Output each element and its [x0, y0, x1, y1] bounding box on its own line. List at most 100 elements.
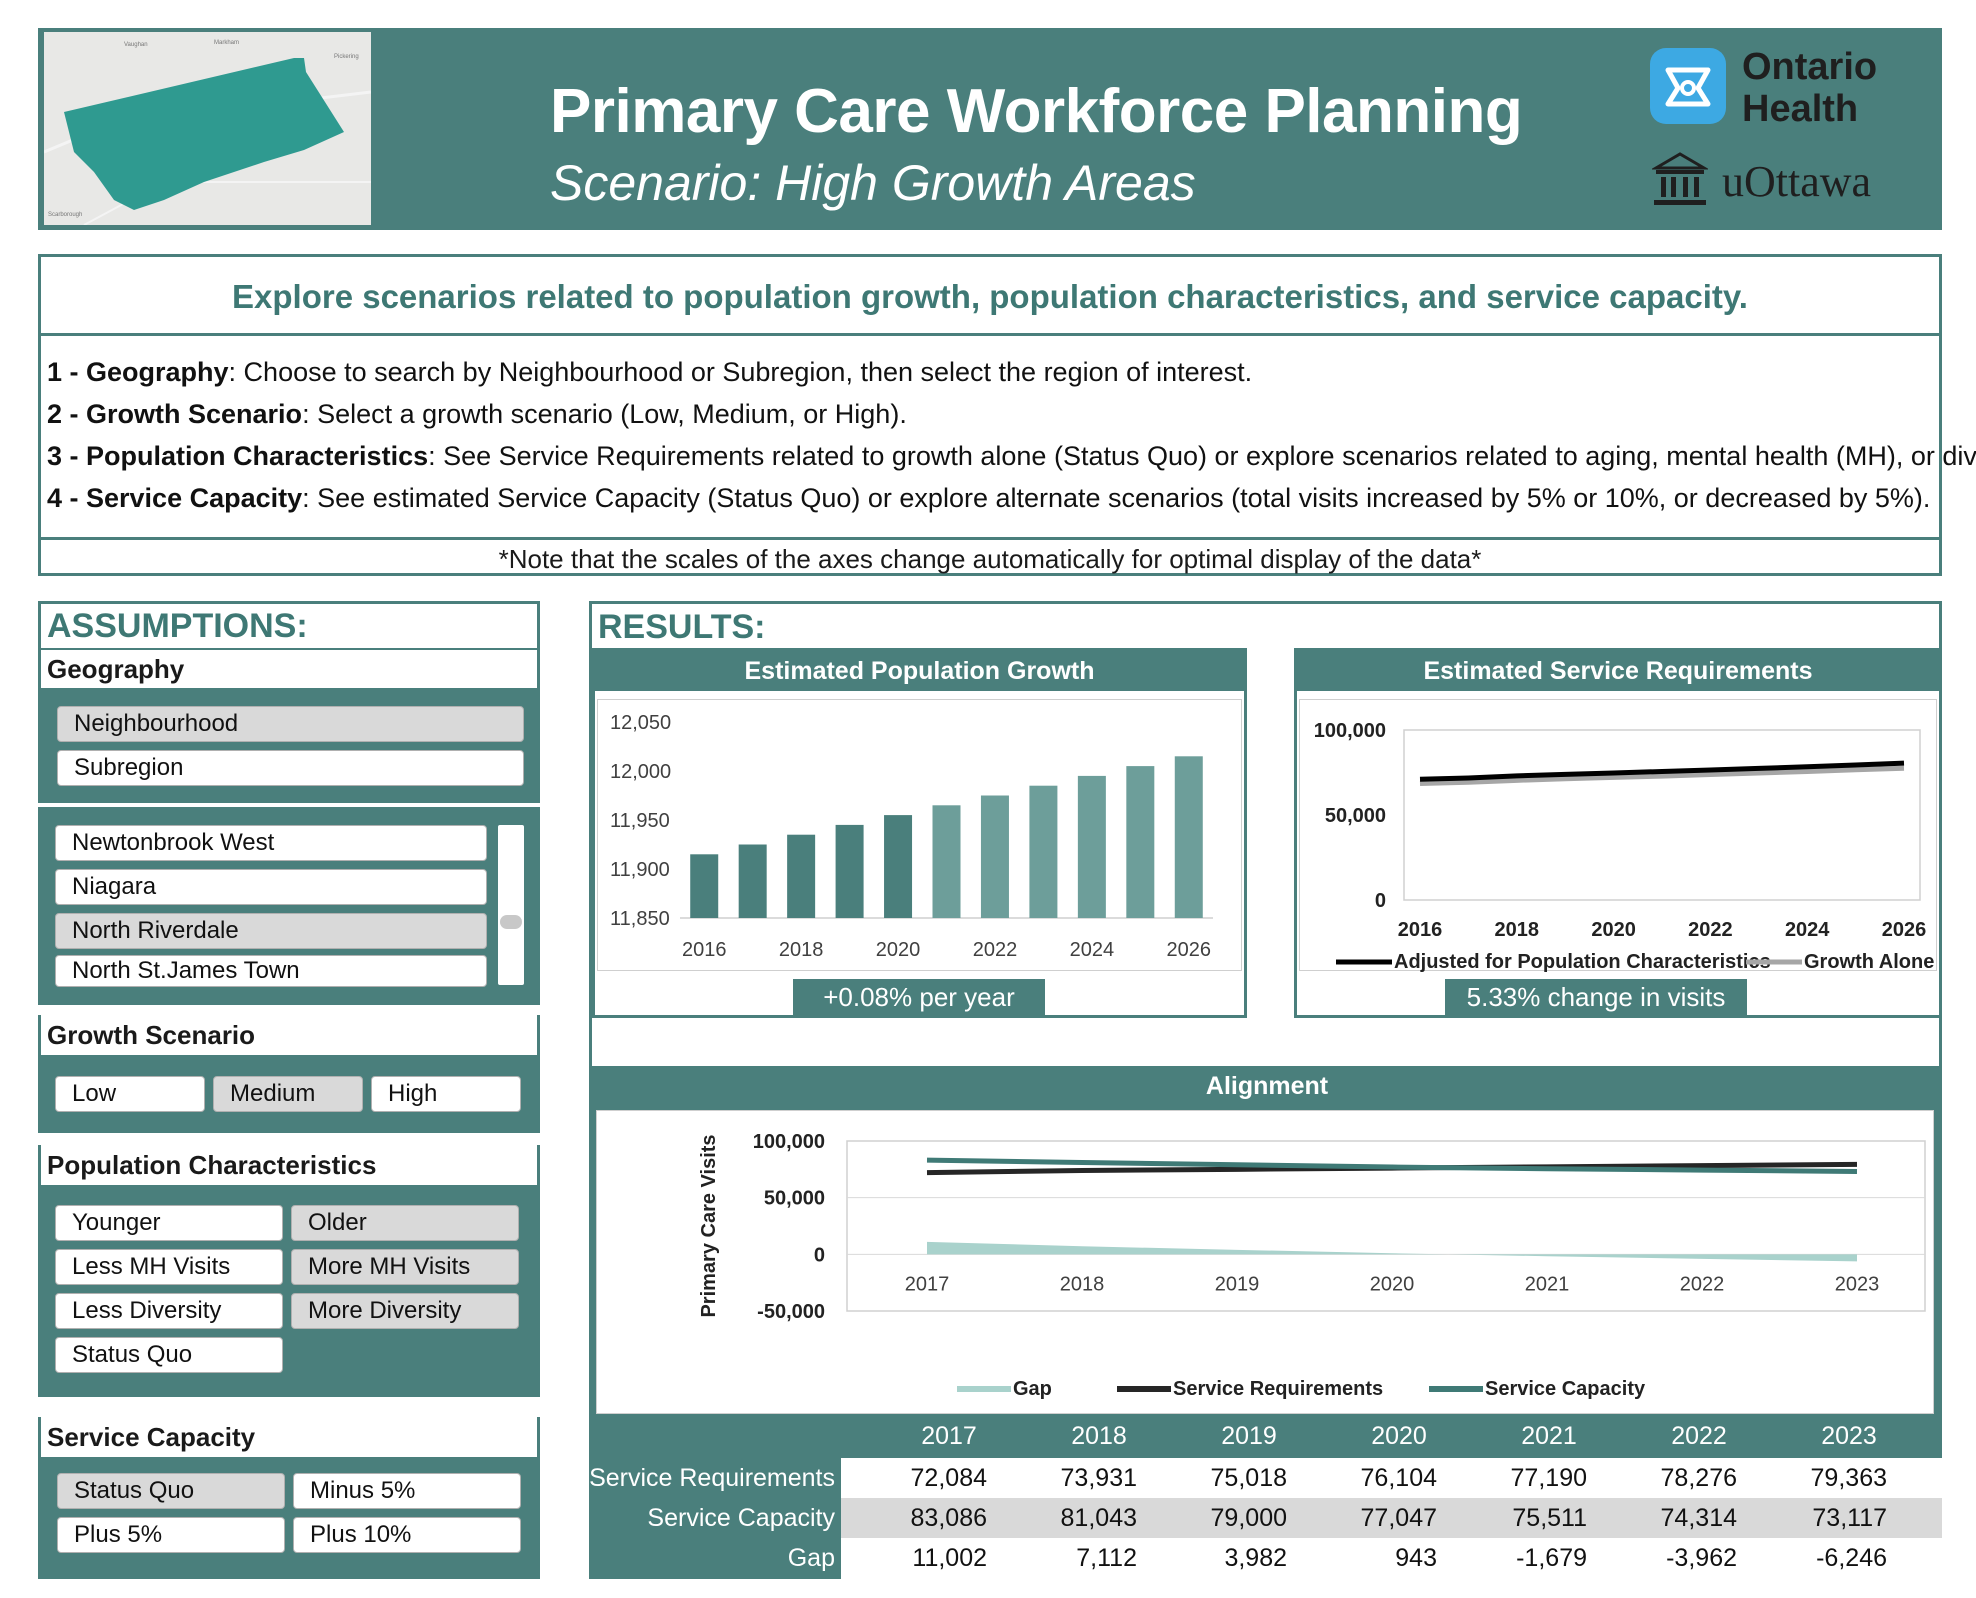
uottawa-logo-text: uOttawa [1722, 157, 1872, 206]
alignment-chart-area: 100,000 50,000 0 -50,000 Primary Care Visits… [596, 1110, 1934, 1414]
table-cell: 75,511 [1512, 1504, 1587, 1532]
series-line [1419, 760, 1905, 782]
alignment-chart-frame: 100,000 50,000 0 -50,000 Primary Care Visits… [592, 1106, 1942, 1418]
table-cell: 77,190 [1510, 1464, 1587, 1492]
map-label-scarborough: Scarborough [48, 212, 82, 218]
population-chart-title: Estimated Population Growth [595, 651, 1244, 691]
population-older-button[interactable]: Older [291, 1205, 519, 1241]
capacity-plus-5-button[interactable]: Plus 5% [57, 1517, 285, 1553]
divider [38, 803, 540, 807]
legend-label: Service Capacity [1485, 1378, 1646, 1400]
growth-medium-button[interactable]: Medium [213, 1076, 363, 1112]
population-younger-button[interactable]: Younger [55, 1205, 283, 1241]
population-bar [738, 844, 767, 918]
x-tick-label: 2020 [1370, 1273, 1415, 1295]
region-item-newtonbrook-west[interactable]: Newtonbrook West [55, 825, 487, 861]
y-tick-label: 11,850 [610, 908, 670, 930]
table-cell: 81,043 [1060, 1504, 1137, 1532]
population-bar [1126, 766, 1155, 918]
x-tick-label: 2023 [1835, 1273, 1880, 1295]
x-tick-label: 2022 [1680, 1273, 1725, 1295]
ontario-trillium-icon [1650, 48, 1726, 124]
assumptions-title: ASSUMPTIONS: [41, 604, 537, 648]
uottawa-building-icon [1650, 150, 1710, 208]
x-tick-label: 2026 [1167, 939, 1212, 961]
growth-low-button[interactable]: Low [55, 1076, 205, 1112]
y-tick-label: -50,000 [757, 1301, 825, 1323]
table-year-header: 2023 [1821, 1422, 1877, 1450]
growth-high-button[interactable]: High [371, 1076, 521, 1112]
table-cell: 72,084 [910, 1464, 987, 1492]
x-tick-label: 2019 [1215, 1273, 1260, 1295]
population-more-mh-button[interactable]: More MH Visits [291, 1249, 519, 1285]
table-row [841, 1458, 1942, 1498]
service-capacity-heading: Service Capacity [41, 1417, 537, 1457]
y-tick-label: 11,900 [610, 859, 670, 881]
region-list-scrollbar[interactable] [498, 825, 524, 985]
table-cell: 76,104 [1360, 1464, 1437, 1492]
population-bar [884, 815, 913, 918]
legend-label: Service Requirements [1173, 1378, 1383, 1400]
logo-line-1: Ontario [1742, 46, 1878, 88]
x-tick-label: 2018 [779, 939, 824, 961]
x-tick-label: 2018 [1495, 919, 1540, 941]
y-tick-label: 50,000 [764, 1188, 825, 1210]
table-year-header: 2019 [1221, 1422, 1277, 1450]
x-tick-label: 2020 [876, 939, 921, 961]
population-status-quo-button[interactable]: Status Quo [55, 1337, 283, 1373]
region-item-north-st-james-town[interactable]: North St.James Town [55, 955, 487, 987]
x-tick-label: 2021 [1525, 1273, 1570, 1295]
gap-area [927, 1241, 1857, 1262]
x-tick-label: 2026 [1882, 919, 1927, 941]
table-year-header: 2020 [1371, 1422, 1427, 1450]
plot-area-border [1403, 729, 1921, 901]
y-tick-label: 100,000 [753, 1131, 825, 1153]
legend-label: Adjusted for Population Characteristics [1394, 951, 1771, 972]
capacity-status-quo-button[interactable]: Status Quo [57, 1473, 285, 1509]
table-cell: 7,112 [1076, 1544, 1137, 1572]
table-row-label: Gap [589, 1538, 841, 1579]
population-more-diversity-button[interactable]: More Diversity [291, 1293, 519, 1329]
table-cell: 943 [1395, 1544, 1437, 1572]
population-characteristics-heading: Population Characteristics [41, 1145, 537, 1185]
table-year-header: 2022 [1671, 1422, 1727, 1450]
geography-neighbourhood-button[interactable]: Neighbourhood [57, 706, 524, 742]
results-panel: RESULTS: Estimated Population Growth 11,… [589, 601, 1942, 1579]
legend-label: Gap [1013, 1378, 1052, 1400]
capacity-minus-5-button[interactable]: Minus 5% [293, 1473, 521, 1509]
table-cell: 73,931 [1060, 1464, 1137, 1492]
region-item-niagara[interactable]: Niagara [55, 869, 487, 905]
geography-subregion-button[interactable]: Subregion [57, 750, 524, 786]
y-tick-label: 50,000 [1325, 805, 1386, 827]
population-bar [1077, 775, 1106, 918]
service-chart-box: Estimated Service Requirements 0 50,000 10… [1294, 648, 1942, 1018]
table-header-row: 2017 2018 2019 2020 2021 2022 2023 [589, 1418, 1942, 1458]
divider [38, 1397, 540, 1417]
map-shape: Vaughan Markham Pickering Scarborough [44, 32, 371, 225]
region-list-scroll-thumb[interactable] [500, 915, 522, 929]
plot-area-border [846, 1140, 1926, 1312]
region-item-north-riverdale[interactable]: North Riverdale [55, 913, 487, 949]
population-bar [932, 805, 961, 918]
table-cell: 74,314 [1660, 1504, 1737, 1532]
alignment-line-chart: 100,000 50,000 0 -50,000 Primary Care Visits… [698, 1131, 1926, 1400]
region-map-thumbnail[interactable]: Vaughan Markham Pickering Scarborough [44, 32, 371, 225]
x-tick-label: 2024 [1785, 919, 1830, 941]
x-tick-label: 2017 [905, 1273, 950, 1295]
population-less-diversity-button[interactable]: Less Diversity [55, 1293, 283, 1329]
population-bar [787, 834, 816, 918]
x-tick-label: 2022 [1688, 919, 1733, 941]
map-label-markham: Markham [214, 40, 239, 46]
capacity-plus-10-button[interactable]: Plus 10% [293, 1517, 521, 1553]
x-tick-label: 2020 [1591, 919, 1636, 941]
table-cell: 77,047 [1360, 1504, 1437, 1532]
population-less-mh-button[interactable]: Less MH Visits [55, 1249, 283, 1285]
service-change-in-visits: 5.33% change in visits [1445, 979, 1747, 1015]
alignment-table: 2017 2018 2019 2020 2021 2022 2023 Servi… [589, 1418, 1942, 1579]
x-tick-label: 2022 [973, 939, 1018, 961]
instructions-headline: Explore scenarios related to population … [41, 257, 1939, 336]
assumptions-panel: ASSUMPTIONS: Geography Neighbourhood Sub… [38, 601, 540, 1579]
population-bar [690, 854, 719, 918]
geography-heading: Geography [41, 650, 537, 688]
table-row [841, 1498, 1942, 1538]
